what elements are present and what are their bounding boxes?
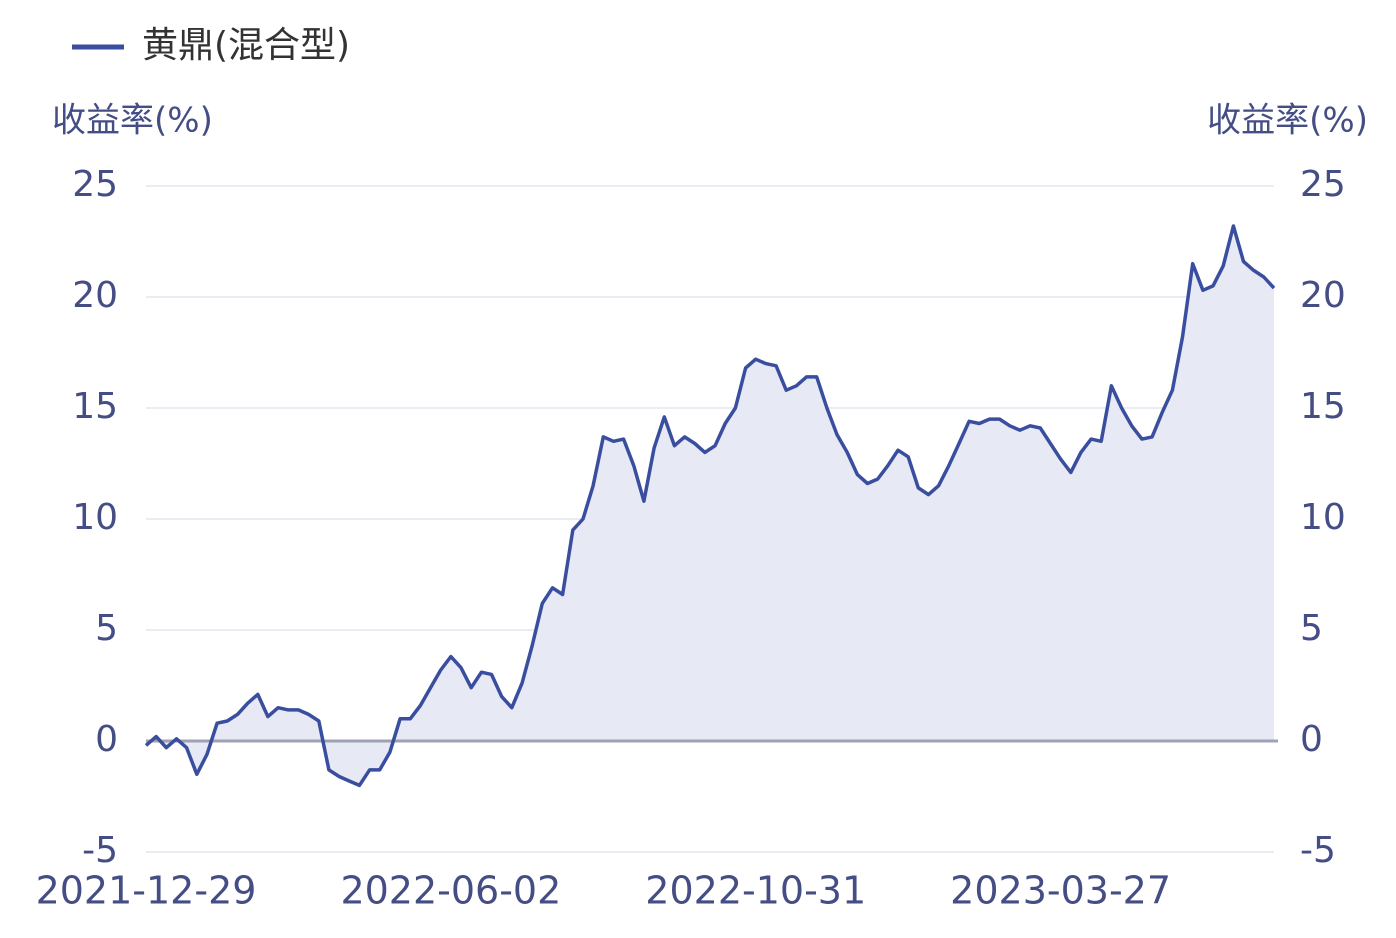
y2-tick-label: 0 xyxy=(1300,719,1323,760)
area xyxy=(146,226,1274,786)
y2-tick-label: 25 xyxy=(1300,164,1346,205)
x-tick-label: 2021-12-29 xyxy=(36,869,257,913)
x-tick-label: 2022-06-02 xyxy=(340,869,561,913)
y-tick-label: -5 xyxy=(82,830,118,871)
y2-tick-label: 5 xyxy=(1300,608,1323,649)
x-tick-label: 2022-10-31 xyxy=(645,869,866,913)
y2-axis-title: 收益率(%) xyxy=(1207,101,1368,141)
y-tick-label: 10 xyxy=(72,497,118,538)
y2-tick-label: 20 xyxy=(1300,275,1346,316)
x-tick-label: 2023-03-27 xyxy=(950,869,1171,913)
y2-tick-label: -5 xyxy=(1300,830,1336,871)
y2-tick-label: 10 xyxy=(1300,497,1346,538)
y-tick-label: 15 xyxy=(72,386,118,427)
y-tick-label: 5 xyxy=(95,608,118,649)
y-tick-label: 25 xyxy=(72,164,118,205)
legend-label: 黄鼎(混合型) xyxy=(142,25,350,66)
y-tick-label: 0 xyxy=(95,719,118,760)
line xyxy=(144,224,1276,788)
y-axis-title: 收益率(%) xyxy=(52,101,213,141)
y-tick-label: 20 xyxy=(72,275,118,316)
y2-tick-label: 15 xyxy=(1300,386,1346,427)
